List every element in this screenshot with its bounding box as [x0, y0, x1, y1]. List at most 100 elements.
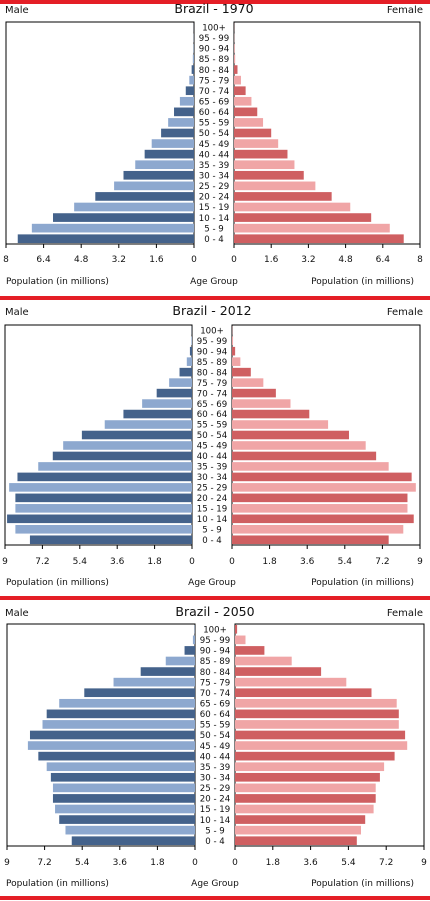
male-bar-20-24	[95, 192, 194, 201]
female-bar-45-49	[235, 741, 408, 750]
age-group-label: 75 - 79	[199, 76, 229, 86]
age-group-axis-label: Age Group	[191, 879, 239, 889]
female-bar-5-9	[234, 223, 390, 233]
female-bar-65-69	[234, 96, 252, 106]
age-group-label: 70 - 74	[197, 389, 227, 399]
female-bar-85-89	[235, 656, 292, 666]
male-bar-45-49	[151, 139, 194, 148]
male-bar-40-44	[52, 451, 193, 461]
male-bar-80-84	[140, 667, 195, 676]
female-bar-0-4	[232, 535, 389, 545]
male-bar-35-39	[135, 160, 194, 170]
female-axis-tick-label: 4.8	[338, 255, 353, 265]
female-axis-tick-label: 5.4	[338, 557, 353, 567]
female-axis-tick-label: 8	[417, 255, 423, 265]
male-axis-tick-label: 0	[192, 858, 198, 868]
male-bar-30-34	[123, 170, 194, 180]
female-bar-10-14	[232, 514, 414, 524]
male-bar-65-69	[179, 96, 194, 106]
age-group-label: 80 - 84	[199, 66, 229, 76]
age-group-label: 90 - 94	[199, 45, 229, 55]
age-group-label: 5 - 9	[205, 826, 225, 836]
age-group-label: 45 - 49	[200, 742, 230, 752]
male-bar-60-64	[123, 409, 192, 419]
male-axis-tick-label: 7.2	[37, 858, 51, 868]
age-group-label: 5 - 9	[204, 224, 224, 234]
male-bar-95-99	[192, 635, 195, 645]
female-bar-65-69	[232, 399, 291, 408]
female-bar-80-84	[234, 65, 238, 74]
chart-title: Brazil - 2050	[175, 604, 254, 619]
age-group-label: 20 - 24	[200, 795, 230, 805]
male-bar-35-39	[46, 762, 195, 772]
male-bar-65-69	[59, 698, 195, 708]
female-label: Female	[387, 5, 423, 16]
female-bar-0-4	[234, 234, 404, 244]
pyramid-chart-3: Male Brazil - 2050 Female 0 - 45 - 910 - 14…	[4, 604, 427, 889]
age-group-label: 25 - 29	[197, 484, 227, 494]
female-bar-60-64	[232, 409, 310, 419]
male-bar-15-19	[15, 504, 193, 513]
female-bar-5-9	[232, 524, 404, 534]
male-axis-label: Population (in millions)	[6, 277, 109, 287]
female-bar-70-74	[234, 86, 246, 96]
age-group-label: 30 - 34	[197, 473, 227, 483]
male-bar-70-74	[156, 388, 192, 398]
age-group-label: 80 - 84	[200, 668, 230, 678]
male-axis-tick-label: 3.6	[110, 557, 125, 567]
age-group-label: 60 - 64	[199, 108, 229, 118]
male-bar-85-89	[165, 656, 195, 666]
female-bar-90-94	[232, 346, 236, 356]
age-group-label: 75 - 79	[200, 678, 230, 688]
pyramid-chart-2: Male Brazil - 2012 Female 0 - 45 - 910 - 14…	[2, 303, 423, 588]
female-bar-30-34	[234, 170, 304, 180]
female-bar-10-14	[235, 815, 366, 824]
male-axis-tick-label: 3.2	[112, 255, 126, 265]
chart-title: Brazil - 2012	[172, 303, 251, 318]
female-bar-70-74	[235, 688, 372, 698]
age-group-label: 85 - 89	[200, 657, 230, 667]
male-axis-tick-label: 5.4	[73, 557, 88, 567]
female-axis-tick-label: 5.4	[341, 858, 356, 868]
age-group-label: 100+	[200, 326, 224, 336]
female-axis-tick-label: 1.6	[264, 255, 279, 265]
age-group-label: 70 - 74	[200, 689, 230, 699]
female-bar-80-84	[235, 667, 322, 676]
age-group-axis-label: Age Group	[190, 277, 238, 287]
female-bar-55-59	[234, 118, 264, 127]
female-bar-25-29	[235, 783, 376, 793]
male-bar-5-9	[31, 223, 194, 233]
male-bar-35-39	[38, 462, 192, 471]
female-axis-tick-label: 7.2	[379, 858, 393, 868]
age-group-label: 30 - 34	[199, 171, 229, 181]
female-axis-tick-label: 9	[421, 858, 427, 868]
female-bar-15-19	[235, 804, 374, 814]
age-group-label: 100+	[202, 23, 226, 33]
age-group-label: 95 - 99	[200, 636, 230, 646]
age-group-label: 0 - 4	[204, 235, 224, 245]
female-bar-10-14	[234, 213, 372, 222]
age-group-label: 20 - 24	[197, 494, 227, 504]
panel-divider	[0, 0, 430, 4]
age-group-label: 50 - 54	[197, 431, 227, 441]
age-group-label: 95 - 99	[199, 34, 229, 44]
female-bar-70-74	[232, 388, 276, 398]
age-group-label: 30 - 34	[200, 773, 230, 783]
female-axis-tick-label: 3.2	[301, 255, 315, 265]
age-group-axis-label: Age Group	[188, 578, 236, 588]
age-group-label: 85 - 89	[199, 55, 229, 65]
female-bar-0-4	[235, 836, 357, 846]
age-group-label: 25 - 29	[199, 182, 229, 192]
panel-divider	[0, 596, 430, 600]
age-group-label: 0 - 4	[202, 536, 222, 546]
male-bar-10-14	[53, 213, 194, 222]
age-group-label: 70 - 74	[199, 87, 229, 97]
male-bar-75-79	[189, 75, 194, 85]
age-group-label: 75 - 79	[197, 379, 227, 389]
male-bar-95-99	[191, 336, 192, 346]
female-bar-20-24	[235, 794, 376, 803]
age-group-label: 45 - 49	[197, 442, 227, 452]
female-bar-35-39	[234, 160, 295, 170]
